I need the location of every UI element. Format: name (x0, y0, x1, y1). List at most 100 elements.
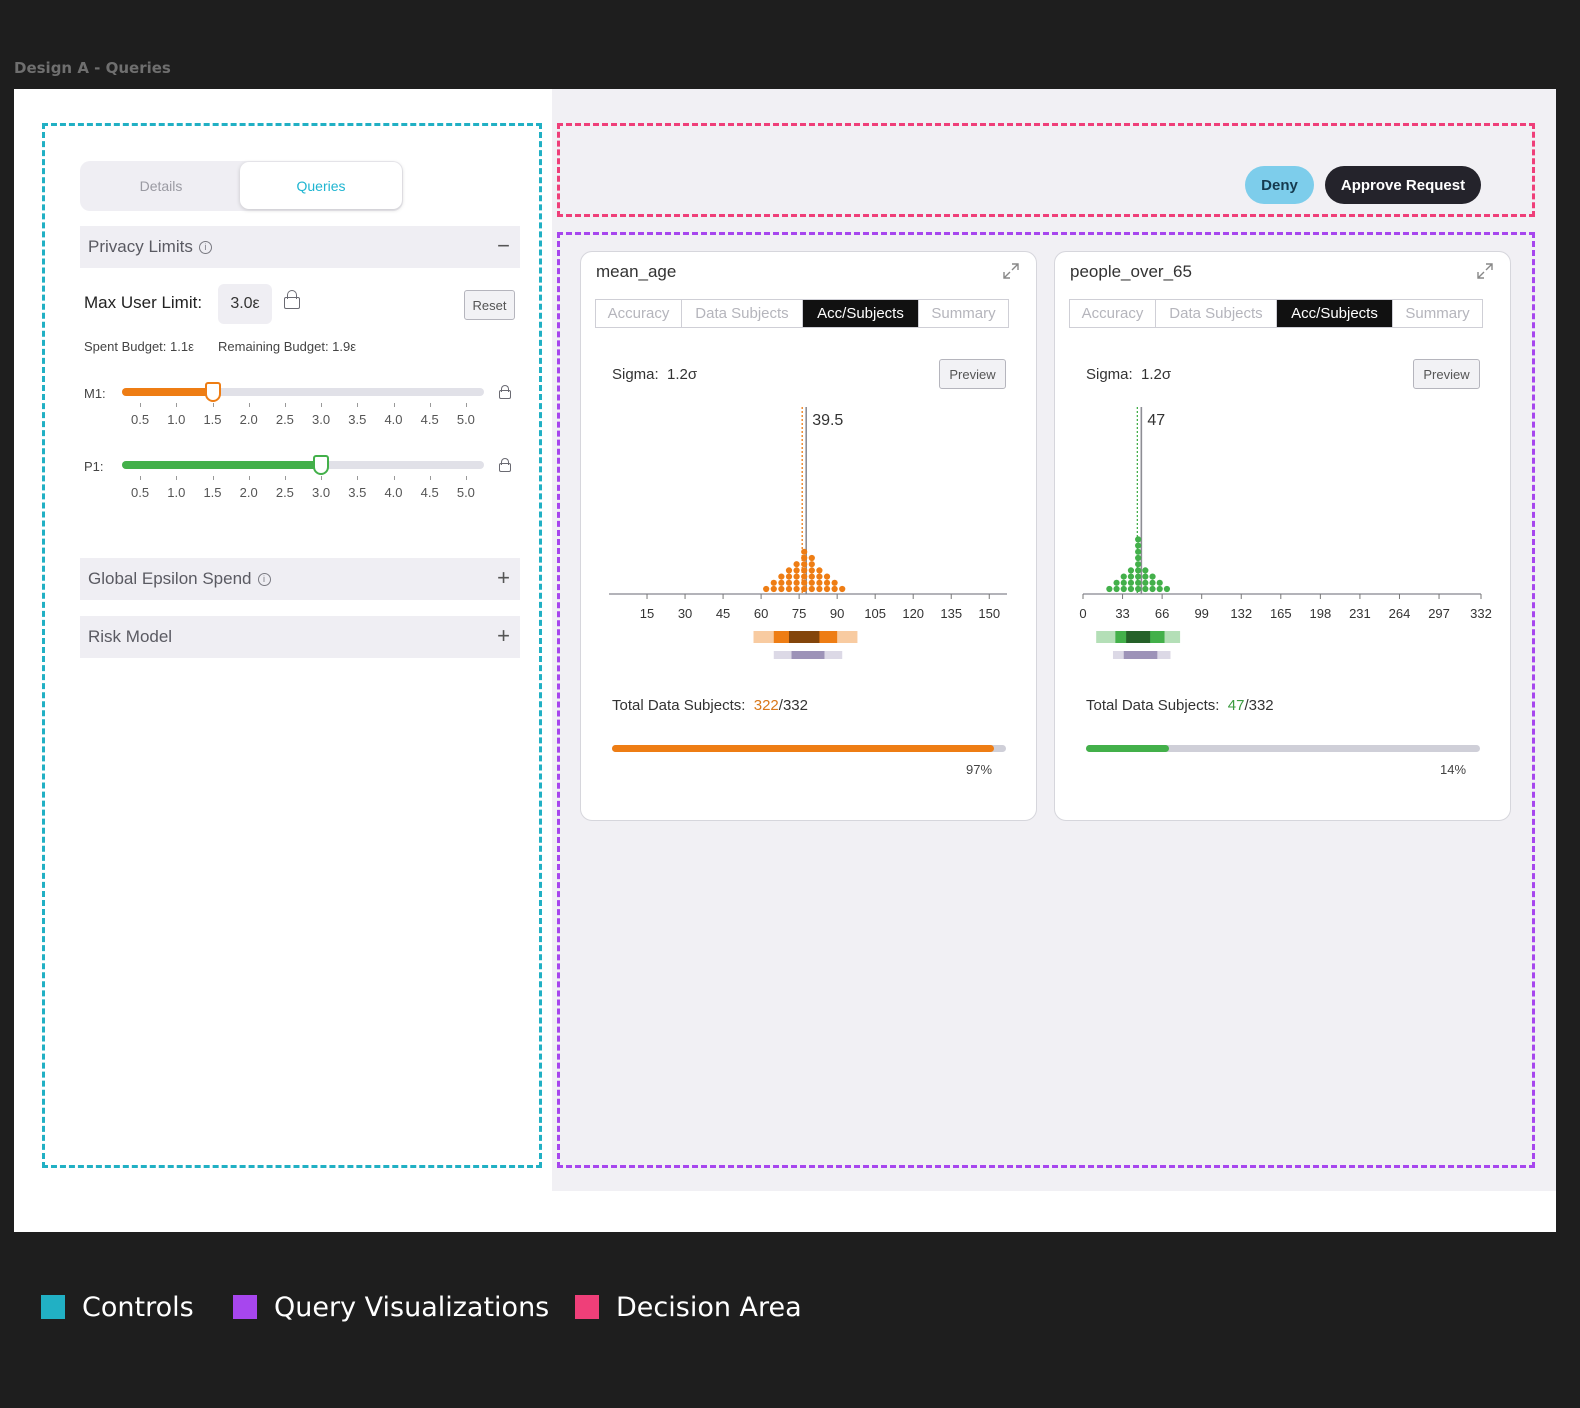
expand-icon[interactable]: + (497, 565, 510, 590)
slider-p1-track[interactable] (122, 455, 484, 475)
total-label: Total Data Subjects: (612, 697, 746, 714)
slider-p1-handle[interactable] (313, 455, 330, 475)
tab-acc-subjects[interactable]: Acc/Subjects (1277, 300, 1393, 327)
reset-button[interactable]: Reset (464, 290, 515, 320)
x-tick-label: 99 (1194, 606, 1208, 621)
query-view-tabs: Accuracy Data Subjects Acc/Subjects Summ… (595, 299, 1009, 328)
sigma-value: 1.2σ (1141, 366, 1172, 383)
expand-icon[interactable] (1002, 262, 1020, 280)
design-canvas: Details Queries Privacy Limits i − Max U… (14, 89, 1556, 1232)
data-point (1127, 579, 1135, 586)
collapse-icon[interactable]: − (497, 233, 510, 258)
data-point (1127, 567, 1135, 574)
tab-acc-subjects[interactable]: Acc/Subjects (803, 300, 919, 327)
global-epsilon-header[interactable]: Global Epsilon Spend i + (80, 558, 520, 600)
max-user-limit-input[interactable]: 3.0ε (218, 284, 272, 324)
subjects-progress-fill (1086, 745, 1169, 752)
data-point (808, 567, 815, 574)
query-card-people-over-65: people_over_65 Accuracy Data Subjects Ac… (1054, 251, 1511, 821)
slider-tick-label: 3.0 (312, 485, 331, 500)
slider-tick (176, 476, 178, 480)
x-tick-label: 264 (1389, 606, 1411, 621)
expand-icon[interactable] (1476, 262, 1494, 280)
interval-sub-mid (1123, 651, 1158, 659)
x-tick-label: 33 (1115, 606, 1129, 621)
slider-tick (212, 476, 214, 480)
tab-queries[interactable]: Queries (240, 162, 402, 209)
tab-summary[interactable]: Summary (1405, 305, 1470, 322)
data-point (785, 567, 793, 574)
x-tick-label: 60 (754, 606, 768, 621)
tab-accuracy[interactable]: Accuracy (596, 300, 682, 327)
total-max: /332 (1244, 697, 1274, 714)
tab-data-subjects[interactable]: Data Subjects (682, 300, 803, 327)
data-point (801, 579, 808, 586)
spent-budget: Spent Budget: 1.1ε (84, 339, 194, 354)
x-tick-label: 135 (940, 606, 962, 621)
slider-tick (284, 476, 286, 480)
x-tick-label: 231 (1349, 606, 1371, 621)
slider-m1-track[interactable] (122, 382, 484, 402)
privacy-limits-title: Privacy Limits (88, 237, 193, 256)
subjects-progress-bar (1086, 745, 1480, 752)
slider-tick (465, 403, 467, 407)
x-tick-label: 150 (978, 606, 1000, 621)
slider-m1-handle[interactable] (204, 382, 221, 402)
slider-tick (357, 403, 359, 407)
data-point (1120, 579, 1127, 586)
slider-tick-label: 1.5 (203, 412, 222, 427)
data-point (1149, 579, 1156, 586)
value-annotation: 47 (1147, 412, 1165, 429)
legend-label: Decision Area (616, 1291, 802, 1323)
slider-tick-label: 0.5 (131, 412, 150, 427)
data-point (1127, 585, 1135, 593)
lock-icon[interactable] (499, 385, 511, 399)
slider-tick (284, 403, 286, 407)
tab-summary[interactable]: Summary (931, 305, 996, 322)
data-point (1135, 585, 1142, 593)
tab-details[interactable]: Details (139, 178, 183, 194)
legend-swatch (41, 1295, 65, 1319)
value-annotation: 39.5 (812, 412, 843, 429)
slider-tick (321, 476, 323, 480)
approve-request-button[interactable]: Approve Request (1325, 166, 1481, 204)
slider-tick-label: 3.0 (312, 412, 331, 427)
sigma-readout: Sigma: 1.2σ (612, 366, 697, 383)
slider-tick-label: 1.0 (167, 412, 186, 427)
slider-p1-fill (122, 461, 322, 469)
data-point (1156, 585, 1163, 593)
data-point (793, 561, 800, 568)
slider-tick (393, 476, 395, 480)
slider-tick-label: 4.5 (420, 485, 439, 500)
tab-accuracy[interactable]: Accuracy (1070, 300, 1156, 327)
risk-model-header[interactable]: Risk Model + (80, 616, 520, 658)
slider-tick (357, 476, 359, 480)
x-tick-label: 90 (830, 606, 844, 621)
x-tick-label: 198 (1310, 606, 1332, 621)
data-point (793, 585, 800, 593)
deny-button[interactable]: Deny (1245, 166, 1314, 204)
data-point (808, 554, 815, 562)
info-icon[interactable]: i (198, 240, 212, 254)
lock-icon[interactable] (499, 458, 511, 472)
slider-tick-label: 3.5 (348, 412, 367, 427)
slider-tick-label: 3.5 (348, 485, 367, 500)
unlock-icon[interactable] (284, 290, 300, 309)
data-point (801, 573, 808, 580)
data-point (778, 585, 785, 593)
sigma-value: 1.2σ (667, 366, 698, 383)
subjects-progress-bar (612, 745, 1006, 752)
legend-item-query-visualizations: Query Visualizations (233, 1292, 549, 1323)
preview-button[interactable]: Preview (939, 359, 1006, 389)
data-point (793, 579, 800, 586)
info-icon[interactable]: i (257, 572, 271, 586)
expand-icon[interactable]: + (497, 623, 510, 648)
slider-m1-fill (122, 388, 213, 396)
data-point (1156, 579, 1163, 586)
preview-button[interactable]: Preview (1413, 359, 1480, 389)
slider-tick-label: 1.0 (167, 485, 186, 500)
data-point (1120, 585, 1127, 593)
tab-data-subjects[interactable]: Data Subjects (1156, 300, 1277, 327)
data-point (808, 579, 815, 586)
privacy-limits-header[interactable]: Privacy Limits i − (80, 226, 520, 268)
